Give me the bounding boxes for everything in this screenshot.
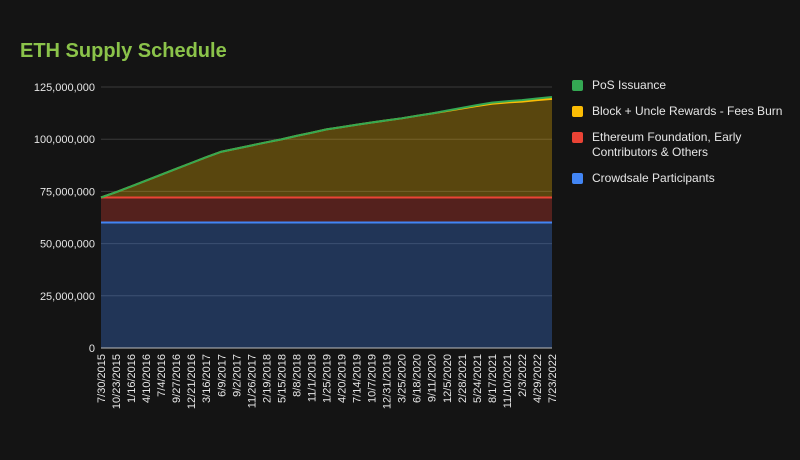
y-tick-label: 25,000,000	[40, 291, 95, 303]
legend-label: Ethereum Foundation, Early Contributors …	[592, 130, 742, 159]
x-tick-label: 2/3/2022	[517, 354, 529, 397]
legend-item: Ethereum Foundation, Early Contributors …	[572, 130, 792, 160]
legend-item: PoS Issuance	[572, 78, 792, 93]
x-tick-label: 7/4/2016	[156, 354, 168, 397]
legend-swatch	[572, 173, 583, 184]
series-lines	[100, 96, 553, 224]
y-tick-label: 0	[89, 343, 95, 355]
x-tick-label: 2/28/2021	[457, 354, 469, 403]
legend-swatch	[572, 132, 583, 143]
chart-title: ETH Supply Schedule	[20, 40, 227, 62]
x-tick-label: 7/30/2015	[96, 354, 108, 403]
legend-swatch	[572, 80, 583, 91]
x-tick-label: 5/15/2018	[276, 354, 288, 403]
x-tick-label: 10/23/2015	[111, 354, 123, 409]
x-tick-label: 7/23/2022	[547, 354, 559, 403]
x-tick-label: 3/25/2020	[397, 354, 409, 403]
series-areas	[101, 97, 552, 348]
x-tick-label: 11/1/2018	[306, 354, 318, 402]
x-tick-label: 9/11/2020	[427, 354, 439, 402]
legend: PoS Issuance Block + Uncle Rewards - Fees…	[572, 78, 792, 197]
x-tick-label: 10/7/2019	[367, 354, 379, 403]
x-tick-label: 2/19/2018	[261, 354, 273, 403]
x-tick-label: 12/5/2020	[442, 354, 454, 403]
legend-item: Crowdsale Participants	[572, 171, 792, 186]
x-axis-ticks: 7/30/2015 10/23/2015 1/16/2016 4/10/2016 7/4…	[96, 354, 559, 409]
y-axis-ticks: 0 25,000,000 50,000,000 75,000,000 100,000,0…	[34, 82, 95, 355]
x-tick-label: 5/24/2021	[472, 354, 484, 403]
series-line-3	[100, 96, 553, 199]
x-tick-label: 6/9/2017	[216, 354, 228, 397]
x-tick-label: 3/16/2017	[201, 354, 213, 403]
x-tick-label: 1/16/2016	[126, 354, 138, 403]
x-tick-label: 4/29/2022	[532, 354, 544, 403]
legend-item: Block + Uncle Rewards - Fees Burn	[572, 104, 792, 119]
x-tick-label: 12/31/2019	[382, 354, 394, 409]
series-area-1	[101, 197, 552, 223]
legend-swatch	[572, 106, 583, 117]
series-area-0	[101, 222, 552, 348]
x-tick-label: 1/25/2019	[322, 354, 334, 403]
x-tick-label: 8/17/2021	[487, 354, 499, 403]
y-tick-label: 100,000,000	[34, 134, 95, 146]
legend-label: PoS Issuance	[592, 78, 667, 92]
legend-label: Crowdsale Participants	[592, 171, 715, 185]
x-tick-label: 7/14/2019	[352, 354, 364, 403]
x-tick-label: 4/20/2019	[337, 354, 349, 403]
series-area-2	[101, 98, 552, 198]
y-tick-label: 50,000,000	[40, 239, 95, 251]
legend-label: Block + Uncle Rewards - Fees Burn	[592, 104, 783, 118]
x-tick-label: 9/2/2017	[231, 354, 243, 397]
y-tick-label: 125,000,000	[34, 82, 95, 94]
x-tick-label: 8/8/2018	[291, 354, 303, 397]
x-tick-label: 12/21/2016	[186, 354, 198, 409]
x-tick-label: 9/27/2016	[171, 354, 183, 403]
x-tick-label: 11/26/2017	[246, 354, 258, 408]
y-tick-label: 75,000,000	[40, 186, 95, 198]
x-tick-label: 4/10/2016	[141, 354, 153, 403]
x-tick-label: 11/10/2021	[502, 354, 514, 408]
x-tick-label: 6/18/2020	[412, 354, 424, 403]
